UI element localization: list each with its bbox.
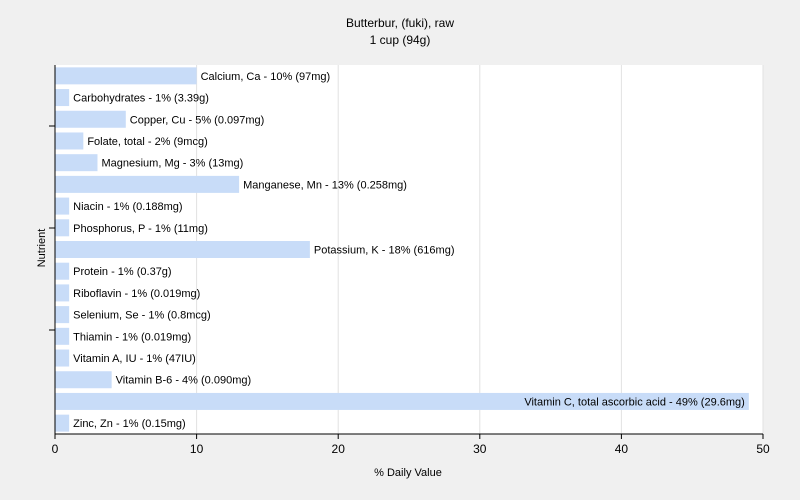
bar-label-2: Copper, Cu - 5% (0.097mg) bbox=[130, 114, 265, 126]
bar-7 bbox=[55, 219, 70, 237]
bar-11 bbox=[55, 306, 70, 324]
bar-label-10: Riboflavin - 1% (0.019mg) bbox=[73, 288, 200, 300]
bar-13 bbox=[55, 349, 70, 367]
x-tick-label-5: 50 bbox=[756, 442, 770, 456]
bar-2 bbox=[55, 110, 126, 128]
bar-9 bbox=[55, 262, 70, 280]
bar-label-14: Vitamin B-6 - 4% (0.090mg) bbox=[116, 375, 252, 387]
bar-16 bbox=[55, 414, 70, 432]
y-axis-label: Nutrient bbox=[36, 229, 48, 268]
bar-label-16: Zinc, Zn - 1% (0.15mg) bbox=[73, 418, 185, 430]
chart-title: Butterbur, (fuki), raw bbox=[346, 16, 454, 30]
bar-label-0: Calcium, Ca - 10% (97mg) bbox=[201, 71, 331, 83]
bar-label-12: Thiamin - 1% (0.019mg) bbox=[73, 331, 191, 343]
bar-label-11: Selenium, Se - 1% (0.8mcg) bbox=[73, 310, 211, 322]
x-tick-label-4: 40 bbox=[615, 442, 629, 456]
bar-3 bbox=[55, 132, 84, 150]
bar-10 bbox=[55, 284, 70, 302]
bar-label-9: Protein - 1% (0.37g) bbox=[73, 266, 171, 278]
x-tick-label-0: 0 bbox=[52, 442, 59, 456]
bar-0 bbox=[55, 67, 197, 85]
bar-5 bbox=[55, 175, 240, 193]
bar-label-13: Vitamin A, IU - 1% (47IU) bbox=[73, 353, 196, 365]
bar-label-7: Phosphorus, P - 1% (11mg) bbox=[73, 223, 208, 235]
bar-14 bbox=[55, 371, 112, 389]
bar-label-6: Niacin - 1% (0.188mg) bbox=[73, 201, 182, 213]
x-tick-label-2: 20 bbox=[332, 442, 346, 456]
bar-4 bbox=[55, 154, 98, 172]
bar-8 bbox=[55, 241, 310, 258]
bar-label-5: Manganese, Mn - 13% (0.258mg) bbox=[243, 179, 407, 191]
bars-group: Calcium, Ca - 10% (97mg) Carbohydrates - … bbox=[55, 67, 749, 432]
bar-15 bbox=[55, 392, 749, 410]
bar-1 bbox=[55, 89, 70, 107]
x-axis-label: % Daily Value bbox=[374, 467, 442, 479]
bar-12 bbox=[55, 327, 70, 345]
x-tick-label-3: 30 bbox=[473, 442, 487, 456]
bar-label-15: Vitamin C, total ascorbic acid - 49% (29… bbox=[524, 396, 745, 408]
bar-label-1: Carbohydrates - 1% (3.39g) bbox=[73, 93, 209, 105]
axes-group: 0 10 20 30 40 50 bbox=[49, 65, 770, 456]
bar-label-8: Potassium, K - 18% (616mg) bbox=[314, 245, 455, 257]
bar-label-3: Folate, total - 2% (9mcg) bbox=[87, 136, 207, 148]
bar-6 bbox=[55, 197, 70, 215]
chart-subtitle: 1 cup (94g) bbox=[370, 33, 431, 47]
x-tick-label-1: 10 bbox=[190, 442, 204, 456]
bar-label-4: Magnesium, Mg - 3% (13mg) bbox=[101, 158, 243, 170]
